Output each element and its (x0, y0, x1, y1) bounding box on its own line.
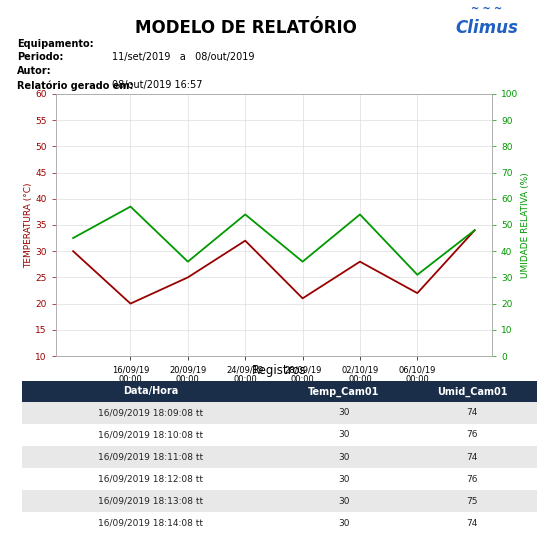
Y-axis label: UMIDADE RELATIVA (%): UMIDADE RELATIVA (%) (521, 172, 530, 278)
Text: 16/09/2019 18:10:08 tt: 16/09/2019 18:10:08 tt (98, 431, 203, 439)
Text: Climus: Climus (455, 19, 518, 38)
Text: Data/Hora: Data/Hora (124, 386, 178, 396)
Text: Registros: Registros (252, 364, 307, 378)
X-axis label: TEMPO: TEMPO (257, 388, 291, 397)
Text: Umid_Cam01: Umid_Cam01 (437, 386, 508, 396)
Text: 30: 30 (338, 475, 349, 484)
Text: 75: 75 (467, 497, 478, 506)
Text: 30: 30 (338, 408, 349, 417)
Text: 30: 30 (338, 497, 349, 506)
Text: 11/set/2019   a   08/out/2019: 11/set/2019 a 08/out/2019 (112, 52, 254, 62)
Text: 74: 74 (467, 408, 478, 417)
Text: 16/09/2019 18:12:08 tt: 16/09/2019 18:12:08 tt (98, 475, 203, 484)
Text: 30: 30 (338, 519, 349, 528)
Text: 74: 74 (467, 453, 478, 461)
Text: Autor:: Autor: (17, 66, 51, 76)
Text: 08/out/2019 16:57: 08/out/2019 16:57 (112, 80, 202, 90)
Text: 16/09/2019 18:11:08 tt: 16/09/2019 18:11:08 tt (98, 453, 203, 461)
Text: 74: 74 (467, 519, 478, 528)
Text: 30: 30 (338, 431, 349, 439)
Text: Relatório gerado em:: Relatório gerado em: (17, 80, 133, 91)
Text: 76: 76 (467, 431, 478, 439)
Text: Temp_Cam01: Temp_Cam01 (308, 386, 380, 396)
Text: Periodo:: Periodo: (17, 52, 63, 62)
Text: 76: 76 (467, 475, 478, 484)
Y-axis label: TEMPERATURA (°C): TEMPERATURA (°C) (23, 182, 32, 268)
Text: 16/09/2019 18:09:08 tt: 16/09/2019 18:09:08 tt (98, 408, 203, 417)
Text: 16/09/2019 18:13:08 tt: 16/09/2019 18:13:08 tt (98, 497, 203, 506)
Text: 30: 30 (338, 453, 349, 461)
Text: ~ ~ ~: ~ ~ ~ (471, 4, 502, 14)
Text: Equipamento:: Equipamento: (17, 39, 93, 49)
Text: MODELO DE RELATÓRIO: MODELO DE RELATÓRIO (135, 19, 357, 38)
Text: 16/09/2019 18:14:08 tt: 16/09/2019 18:14:08 tt (98, 519, 203, 528)
